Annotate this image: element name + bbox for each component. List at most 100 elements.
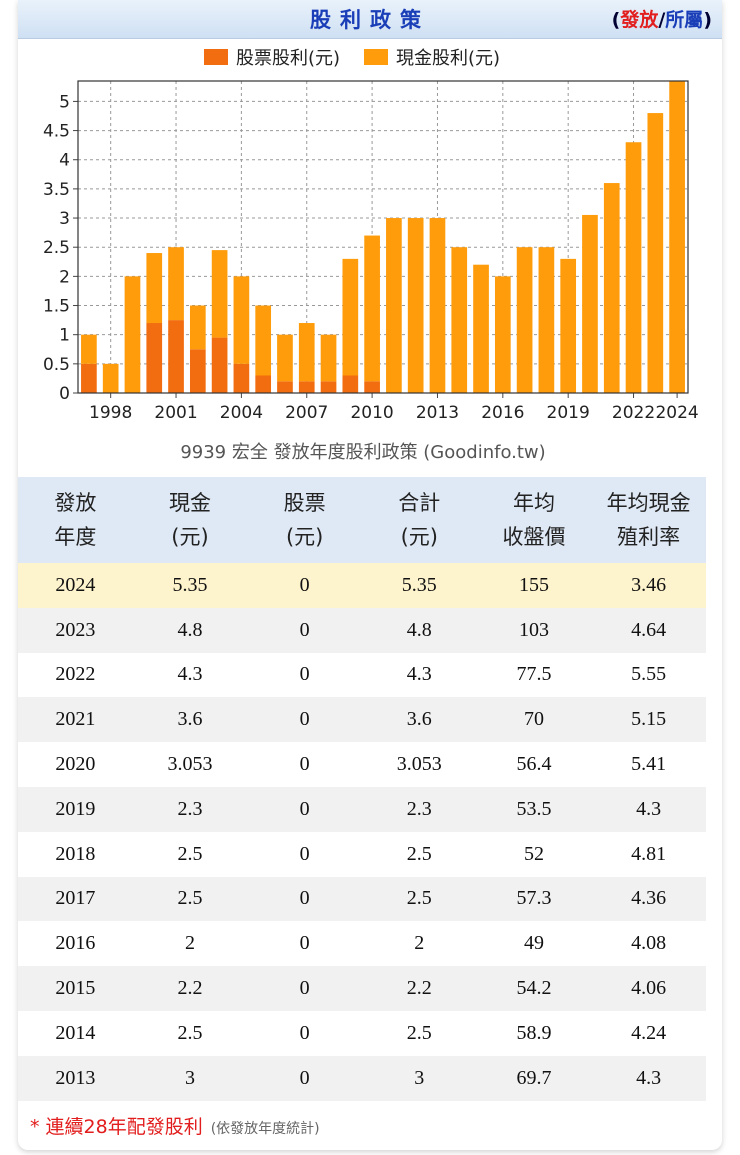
bar-stock-dividend: [146, 323, 163, 393]
table-cell: 3.053: [361, 742, 477, 787]
y-tick-label: 2: [59, 267, 70, 287]
bar-cash-dividend: [494, 276, 511, 393]
table-cell: 4.8: [132, 607, 248, 653]
table-cell: 4.24: [591, 1010, 706, 1056]
column-header-line2: (元): [171, 525, 209, 549]
table-cell: 4.8: [361, 607, 477, 653]
bar-cash-dividend: [473, 264, 489, 393]
table-cell: 2.5: [361, 831, 477, 877]
table-cell: 53.5: [476, 786, 592, 832]
bar-cash-dividend: [516, 247, 533, 393]
x-tick-label: 2007: [285, 403, 328, 423]
table-cell: 3.053: [132, 742, 248, 787]
column-header-line2: 收盤價: [502, 525, 566, 549]
bar-cash-dividend: [625, 142, 642, 393]
y-tick-label: 1.5: [43, 297, 70, 317]
table-cell: 2015: [18, 966, 133, 1011]
switch-belong-link[interactable]: 所屬: [665, 9, 704, 31]
table-cell: 3.46: [591, 563, 706, 608]
x-tick-label: 1998: [89, 403, 132, 423]
column-header-line1: 發放: [54, 491, 97, 515]
table-cell: 56.4: [476, 742, 592, 787]
table-cell: 49: [476, 921, 592, 967]
table-cell: 103: [476, 607, 592, 653]
bar-stock-dividend: [298, 381, 315, 393]
table-cell: 2: [361, 921, 477, 967]
table-cell: 0: [247, 563, 362, 608]
switch-issue-link[interactable]: 發放: [620, 9, 659, 31]
table-cell: 2.5: [132, 831, 248, 877]
bar-cash-dividend: [277, 334, 293, 382]
switch-open-paren: (: [611, 9, 621, 31]
column-header-line1: 年均現金: [606, 491, 691, 515]
y-tick-label: 3: [59, 209, 70, 229]
x-tick-label: 2004: [220, 403, 263, 423]
table-cell: 0: [247, 1055, 362, 1101]
table-cell: 155: [476, 563, 592, 608]
table-cell: 0: [247, 697, 362, 743]
bar-cash-dividend: [538, 247, 555, 393]
table-cell: 2021: [18, 697, 133, 743]
plot-frame: [77, 80, 689, 394]
column-header: 年均現金 殖利率: [591, 477, 706, 563]
page-title: 股利政策: [310, 8, 430, 32]
table-cell: 0: [247, 831, 362, 877]
switch-close-paren: ): [703, 9, 712, 31]
bar-cash-dividend: [647, 113, 664, 393]
x-tick-label: 2024: [655, 403, 698, 423]
table-cell: 5.55: [591, 652, 706, 698]
column-header-line2: 年度: [54, 525, 97, 549]
table-cell: 2019: [18, 786, 133, 832]
card-header: 股利政策 (發放/所屬): [18, 0, 722, 39]
bar-stock-dividend: [277, 381, 293, 393]
table-cell: 2016: [18, 921, 133, 967]
table-row: 2021 3.6 0 3.6 70 5.15: [18, 697, 706, 743]
table-cell: 4.3: [132, 652, 248, 698]
table-cell: 2023: [18, 607, 133, 653]
column-header: 年均 收盤價: [476, 477, 592, 563]
table-cell: 52: [476, 831, 592, 877]
table-cell: 70: [476, 697, 592, 743]
table-cell: 3.6: [132, 697, 248, 743]
y-tick-label: 0.5: [43, 355, 70, 375]
bar-cash-dividend: [386, 218, 402, 393]
bar-cash-dividend: [364, 235, 380, 382]
x-tick-label: 2001: [154, 403, 197, 423]
y-tick-label: 1: [59, 326, 70, 346]
table-cell: 3: [361, 1055, 477, 1101]
column-header: 股票 (元): [247, 477, 362, 563]
bar-cash-dividend: [342, 258, 359, 376]
table-cell: 58.9: [476, 1010, 592, 1056]
table-cell: 0: [247, 607, 362, 653]
bar-cash-dividend: [255, 305, 272, 376]
table-cell: 4.36: [591, 876, 706, 922]
column-header-line1: 年均: [512, 491, 555, 515]
table-cell: 77.5: [476, 652, 592, 698]
legend-label: 股票股利(元): [236, 48, 340, 69]
table-cell: 2022: [18, 652, 133, 698]
table-cell: 0: [247, 876, 362, 922]
table-row: 2019 2.3 0 2.3 53.5 4.3: [18, 786, 706, 832]
bar-stock-dividend: [211, 337, 228, 393]
table-cell: 4.81: [591, 831, 706, 877]
bar-cash-dividend: [669, 81, 685, 393]
table-cell: 57.3: [476, 876, 592, 922]
y-tick-label: 0: [59, 384, 70, 404]
bar-cash-dividend: [124, 276, 141, 393]
table-cell: 2.2: [361, 966, 477, 1011]
legend-swatch: [204, 49, 228, 65]
y-tick-label: 4.5: [43, 122, 70, 142]
table-cell: 4.64: [591, 607, 706, 653]
column-header-line1: 股票: [283, 491, 326, 515]
table-cell: 2.3: [132, 786, 248, 832]
y-tick-label: 5: [59, 92, 70, 112]
bar-stock-dividend: [168, 320, 184, 393]
chart-caption: 9939 宏全 發放年度股利政策 (Goodinfo.tw): [180, 442, 545, 463]
bar-cash-dividend: [407, 218, 424, 393]
table-cell: 69.7: [476, 1055, 592, 1101]
x-tick-label: 2013: [416, 403, 459, 423]
bar-stock-dividend: [255, 375, 272, 393]
bar-cash-dividend: [560, 258, 577, 393]
table-row: 2018 2.5 0 2.5 52 4.81: [18, 831, 706, 877]
y-tick-label: 2.5: [43, 238, 70, 258]
